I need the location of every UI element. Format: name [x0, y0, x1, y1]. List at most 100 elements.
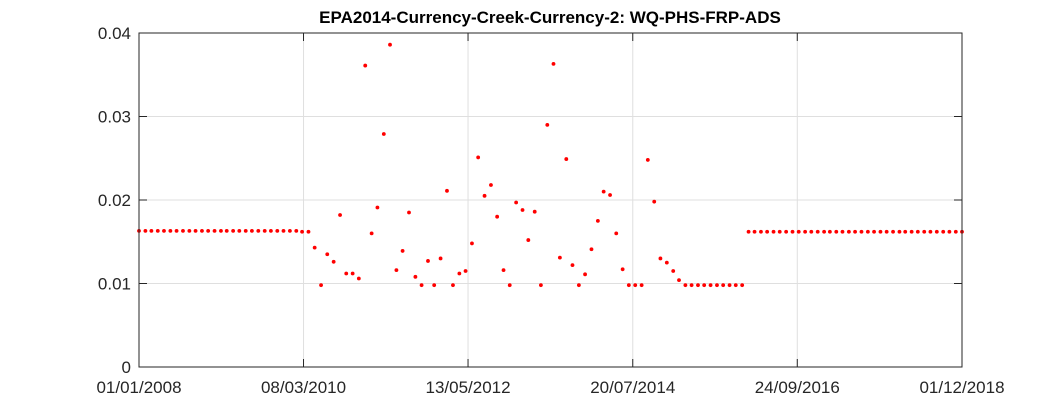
data-point — [721, 283, 726, 288]
data-point — [193, 228, 198, 233]
data-point — [344, 271, 349, 276]
y-tick-label: 0 — [122, 358, 131, 377]
data-point — [891, 229, 895, 234]
data-point — [909, 229, 914, 234]
gridlines — [139, 33, 962, 367]
data-point — [457, 271, 462, 276]
data-point — [269, 228, 273, 233]
data-point — [752, 229, 757, 234]
data-point — [356, 276, 361, 281]
data-point — [281, 228, 286, 233]
data-point — [363, 63, 368, 68]
y-tick-labels: 0 0.01 0.02 0.03 0.04 — [98, 24, 131, 377]
data-point — [325, 252, 330, 257]
x-tick-label: 24/09/2016 — [755, 378, 840, 397]
data-point — [237, 228, 242, 233]
data-point — [476, 155, 481, 160]
data-point — [526, 238, 531, 242]
data-point — [771, 229, 776, 234]
data-point — [482, 193, 487, 198]
data-point — [884, 229, 889, 234]
data-point — [445, 188, 449, 193]
data-point — [200, 228, 204, 233]
data-point — [426, 259, 430, 263]
data-point — [231, 228, 236, 233]
data-point — [381, 132, 386, 136]
data-point — [614, 231, 619, 236]
data-point — [601, 189, 606, 194]
data-point — [463, 269, 468, 273]
data-point — [922, 229, 927, 234]
data-point — [765, 229, 770, 234]
x-tick-label: 01/12/2018 — [919, 378, 1004, 397]
data-point — [827, 229, 832, 234]
data-point — [576, 283, 581, 288]
data-point — [212, 228, 217, 233]
data-point — [639, 283, 644, 288]
data-points — [137, 42, 964, 288]
data-point — [181, 228, 185, 233]
y-tick-label: 0.02 — [98, 191, 131, 210]
data-point — [143, 228, 148, 233]
data-point — [451, 283, 455, 288]
data-point — [287, 228, 292, 233]
data-point — [941, 229, 946, 234]
data-point — [689, 283, 694, 288]
data-point — [608, 193, 612, 197]
data-point — [652, 199, 657, 204]
data-point — [306, 229, 311, 234]
data-point — [589, 247, 594, 252]
data-point — [507, 283, 512, 288]
data-point — [514, 200, 519, 205]
data-point — [489, 183, 493, 187]
data-point — [677, 278, 681, 283]
data-point — [187, 228, 192, 233]
data-point — [162, 228, 166, 233]
data-point — [671, 269, 676, 273]
data-point — [620, 267, 625, 272]
data-point — [733, 283, 738, 288]
data-point — [219, 228, 223, 233]
data-point — [777, 229, 782, 234]
data-point — [702, 283, 707, 288]
data-point — [645, 158, 650, 162]
data-point — [224, 228, 229, 233]
data-point — [501, 268, 506, 273]
data-point — [583, 272, 587, 277]
data-point — [626, 283, 631, 288]
data-point — [438, 256, 443, 261]
y-tick-label: 0.03 — [98, 108, 131, 127]
data-point — [840, 229, 845, 234]
data-point — [822, 229, 827, 234]
data-point — [740, 283, 745, 288]
data-point — [275, 228, 280, 233]
data-point — [715, 283, 719, 288]
data-point — [708, 283, 713, 288]
data-point — [520, 208, 525, 212]
data-point — [633, 283, 638, 288]
data-point — [790, 229, 795, 234]
data-point — [300, 229, 304, 234]
data-point — [551, 61, 556, 66]
data-point — [595, 218, 600, 223]
data-point — [784, 229, 789, 234]
data-point — [262, 228, 267, 233]
data-point — [809, 229, 814, 234]
y-tick-label: 0.04 — [98, 24, 131, 43]
data-point — [250, 228, 254, 233]
data-point — [934, 229, 939, 234]
data-point — [859, 229, 864, 234]
data-point — [683, 283, 688, 288]
data-point — [564, 157, 569, 161]
data-point — [658, 256, 663, 261]
data-point — [331, 259, 336, 264]
y-tick-label: 0.01 — [98, 275, 131, 294]
data-point — [394, 268, 399, 273]
data-point — [746, 229, 751, 234]
data-point — [155, 228, 160, 233]
data-point — [319, 283, 323, 288]
data-point — [168, 228, 173, 233]
data-point — [350, 271, 355, 276]
data-point — [413, 274, 418, 279]
